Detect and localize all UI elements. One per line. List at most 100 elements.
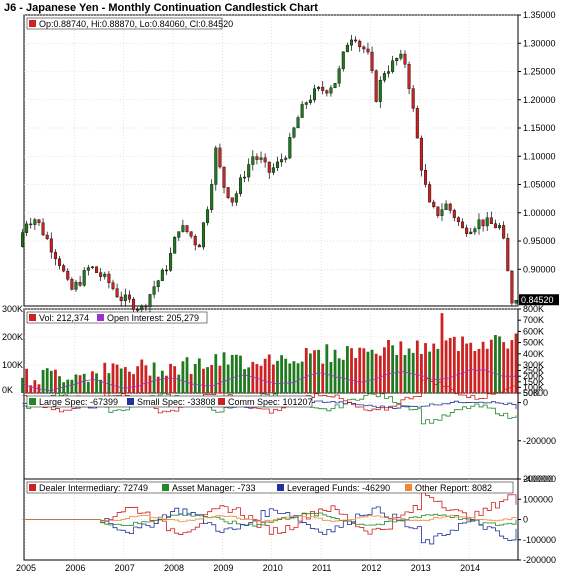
candle-body	[469, 231, 473, 234]
candle-body	[378, 80, 382, 102]
volume-bar	[350, 348, 353, 393]
candle-body	[337, 68, 341, 84]
legend-swatch-comm	[218, 398, 225, 405]
volume-bar	[448, 337, 452, 393]
legend-swatch-asset	[162, 484, 169, 491]
candle-body	[78, 281, 82, 286]
volume-bar	[317, 349, 321, 393]
candle-body	[456, 217, 460, 223]
legend-swatch-dealer	[29, 484, 36, 491]
candle-body	[263, 157, 267, 163]
price-tick-label: 1.15000	[523, 123, 556, 133]
candle-body	[300, 104, 304, 118]
volume-bar	[21, 377, 24, 393]
candle-body	[452, 210, 456, 218]
candle-body	[177, 231, 181, 238]
x-tick-label: 2008	[164, 563, 184, 573]
candle-body	[271, 167, 275, 173]
candle-body	[461, 221, 465, 229]
volume-bar	[181, 361, 185, 393]
volume-bars	[21, 313, 518, 393]
volume-bar	[403, 354, 407, 393]
candle-body	[350, 39, 354, 46]
volume-bar	[41, 369, 45, 393]
candle-body	[329, 87, 333, 94]
candle-body	[115, 288, 119, 298]
volume-bar	[366, 351, 370, 393]
candle-body	[95, 266, 99, 273]
candle-body	[428, 184, 432, 203]
x-tick-label: 2012	[361, 563, 381, 573]
price-tick-label: 1.35000	[523, 10, 556, 20]
volume-bar	[304, 347, 308, 393]
volume-bar	[494, 334, 497, 393]
candle-body	[201, 222, 205, 248]
candle-body	[374, 70, 378, 102]
volume-bar	[95, 373, 98, 393]
candle-body	[395, 58, 399, 61]
x-tick-label: 2007	[115, 563, 135, 573]
volume-bar	[432, 343, 436, 393]
volume-bar	[78, 375, 82, 393]
volume-bar	[45, 368, 49, 393]
volume-bar	[99, 379, 103, 393]
volume-bar	[230, 354, 234, 393]
candle-body	[345, 44, 349, 53]
legend-swatch-other	[405, 484, 412, 491]
candle-body	[173, 237, 177, 254]
volume-bar	[337, 358, 341, 393]
candle-body	[407, 64, 411, 89]
candle-body	[251, 156, 255, 165]
vol-right-tick-label: 300K	[523, 360, 544, 370]
volume-bar	[395, 355, 399, 393]
volume-bar	[185, 357, 189, 393]
vol-right-tick-label: 150K	[523, 377, 544, 387]
candle-body	[107, 273, 111, 283]
volume-bar	[502, 342, 506, 393]
chart-title: J6 - Japanese Yen - Monthly Continuation…	[4, 2, 318, 14]
volume-bar	[428, 351, 432, 393]
dealer-line	[22, 492, 517, 535]
candle-body	[424, 170, 428, 185]
candle-body	[21, 232, 25, 247]
volume-bar	[313, 350, 316, 393]
volume-bar	[465, 343, 469, 393]
asset-manager-line	[22, 512, 517, 527]
candle-body	[160, 269, 164, 281]
volume-bar	[378, 355, 382, 393]
vol-right-tick-label: 100K	[523, 382, 544, 392]
volume-bar	[33, 380, 37, 393]
price-legend-text: Op:0.88740, Hi:0.88870, Lo:0.84060, Cl:0…	[39, 19, 233, 29]
cot-legacy-tick-label: 50000	[523, 388, 548, 398]
volume-bar	[111, 363, 115, 393]
comm-spec-legend-text: Comm Spec: 101207	[228, 397, 313, 407]
candle-body	[510, 270, 514, 304]
price-tick-label: 1.25000	[523, 67, 556, 77]
volume-bar	[177, 374, 181, 393]
candle-body	[136, 309, 140, 311]
volume-bar	[82, 373, 86, 393]
volume-bar	[440, 313, 444, 393]
candle-body	[432, 201, 436, 208]
candle-body	[284, 157, 288, 160]
legend-swatch-lev	[277, 484, 284, 491]
vol-right-tick-label: 500K	[523, 338, 544, 348]
candle-body	[148, 294, 152, 308]
volume-bar	[128, 371, 131, 393]
volume-bar	[25, 368, 29, 393]
legend-swatch-oi	[97, 314, 104, 321]
candle-body	[506, 238, 510, 272]
volume-bar	[86, 381, 90, 393]
volume-bar	[473, 351, 477, 393]
volume-bar	[506, 348, 510, 393]
price-tick-label: 1.10000	[523, 151, 556, 161]
vol-legend-text: Vol: 212,374	[39, 313, 89, 323]
volume-bar	[415, 340, 419, 393]
candle-body	[387, 71, 391, 74]
candle-body	[436, 206, 440, 216]
candle-body	[66, 270, 70, 280]
candle-body	[238, 177, 242, 194]
x-tick-label: 2010	[263, 563, 283, 573]
oi-legend-text: Open Interest: 205,279	[107, 313, 199, 323]
volume-bar	[296, 363, 300, 393]
